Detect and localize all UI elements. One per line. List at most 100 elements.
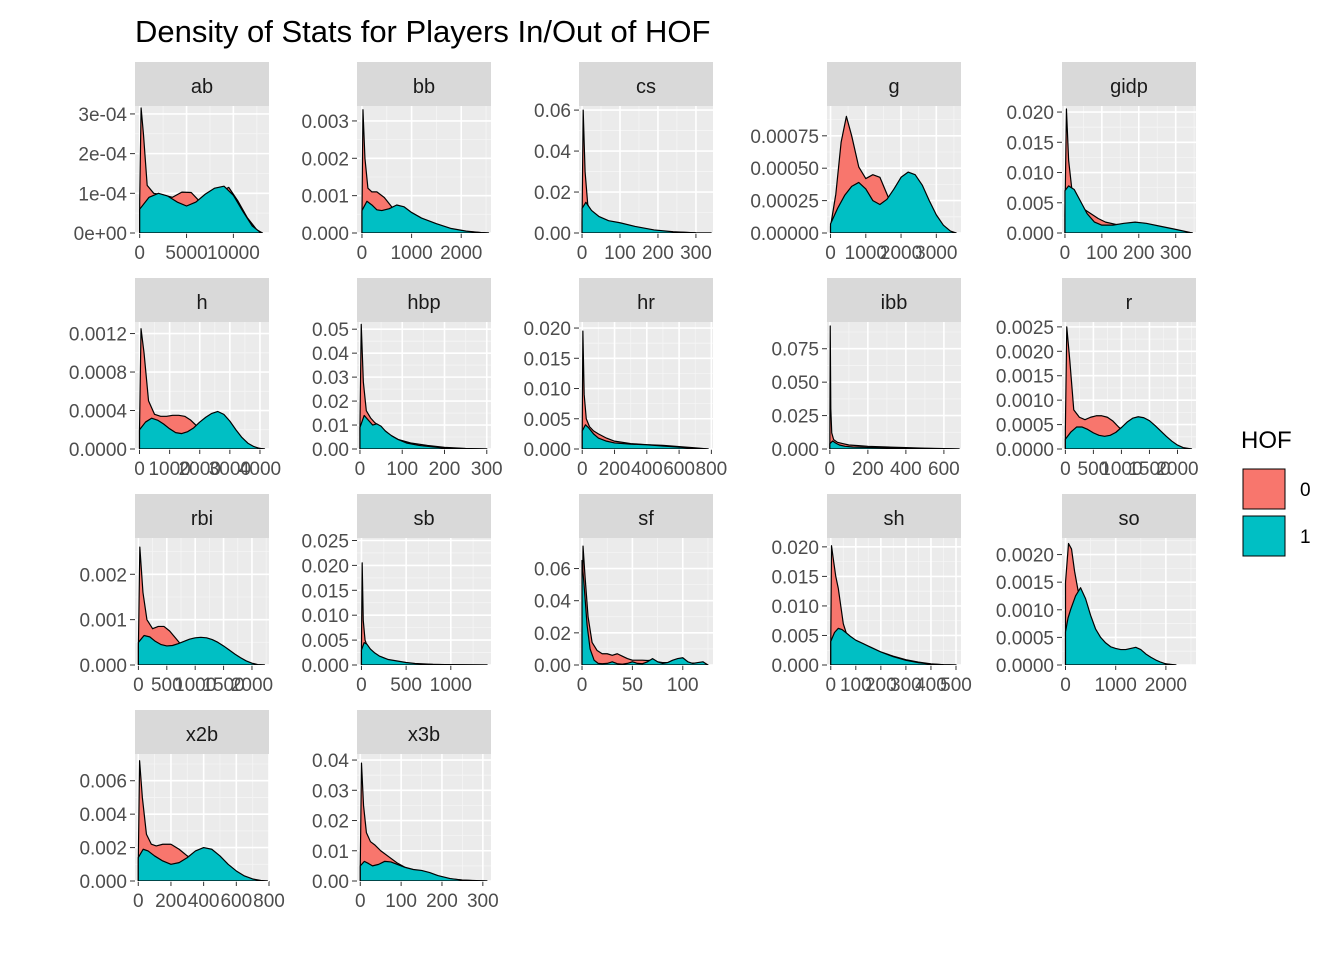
facet-x3b: x3b 0 100 200 300 0.00 0.01 0.02 0.03 0.04 bbox=[312, 710, 499, 912]
x-tick-label: 200 bbox=[1123, 243, 1155, 264]
density-area-hof-1 bbox=[360, 641, 488, 665]
facet-strip-label: cs bbox=[636, 76, 656, 98]
facet-strip-label: gidp bbox=[1110, 76, 1148, 98]
y-tick-label: 0.0020 bbox=[996, 546, 1054, 567]
x-tick-label: 1500 bbox=[1128, 459, 1170, 480]
x-tick-label: 50 bbox=[622, 675, 643, 696]
facet-strip-label: rbi bbox=[191, 508, 213, 530]
x-tick-label: 300 bbox=[467, 891, 499, 912]
x-tick-label: 0 bbox=[825, 243, 836, 264]
facet-strip bbox=[827, 62, 961, 106]
facet-strip bbox=[135, 494, 269, 538]
y-tick-label: 0.00 bbox=[534, 224, 571, 245]
y-tick-label: 0.050 bbox=[771, 373, 819, 394]
legend-label-0: 0 bbox=[1300, 480, 1311, 501]
y-tick-label: 0.020 bbox=[771, 538, 819, 559]
y-tick-label: 0.0005 bbox=[996, 628, 1054, 649]
x-tick-label: 0 bbox=[357, 243, 368, 264]
y-tick-label: 0.04 bbox=[312, 344, 349, 365]
x-tick-label: 100 bbox=[1086, 243, 1118, 264]
x-tick-label: 100 bbox=[385, 891, 417, 912]
x-tick-label: 0 bbox=[825, 459, 836, 480]
y-tick-label: 0.01 bbox=[312, 842, 349, 863]
x-tick-label: 0 bbox=[133, 675, 144, 696]
facet-strip-label: g bbox=[888, 76, 899, 98]
y-tick-label: 0.0010 bbox=[996, 391, 1054, 412]
facet-strip-label: sb bbox=[413, 508, 434, 530]
x-tick-label: 0 bbox=[133, 891, 144, 912]
facet-strip bbox=[135, 710, 269, 754]
x-tick-label: 400 bbox=[915, 675, 947, 696]
x-tick-label: 300 bbox=[890, 675, 922, 696]
x-tick-label: 2000 bbox=[179, 459, 221, 480]
x-tick-label: 800 bbox=[696, 459, 728, 480]
y-tick-label: 3e-04 bbox=[78, 105, 127, 126]
y-tick-label: 0.00 bbox=[312, 872, 349, 893]
y-tick-label: 0.025 bbox=[771, 407, 819, 428]
y-tick-label: 0.002 bbox=[301, 149, 349, 170]
facet-strip-label: x2b bbox=[186, 724, 218, 746]
x-tick-label: 0 bbox=[1060, 459, 1071, 480]
y-tick-label: 0.000 bbox=[523, 440, 571, 461]
density-area-hof-1 bbox=[1064, 416, 1193, 449]
y-tick-label: 0.0010 bbox=[996, 601, 1054, 622]
y-tick-label: 0.03 bbox=[312, 368, 349, 389]
facet-strip bbox=[827, 278, 961, 322]
facet-ab: ab 0 5000 10000 0e+00 1e-04 2e-04 3e-04 bbox=[74, 62, 269, 264]
facet-ibb: ibb 0 200 400 600 0.000 0.025 0.050 0.075 bbox=[771, 278, 961, 480]
x-tick-label: 1000 bbox=[1095, 675, 1137, 696]
facet-strip-label: h bbox=[196, 292, 207, 314]
y-tick-label: 0.005 bbox=[1006, 194, 1054, 215]
panel-background bbox=[579, 322, 713, 449]
y-tick-label: 0.06 bbox=[534, 101, 571, 122]
y-tick-label: 0.04 bbox=[534, 592, 571, 613]
y-tick-label: 0.002 bbox=[79, 839, 127, 860]
legend-title: HOF bbox=[1241, 427, 1292, 454]
x-tick-label: 600 bbox=[220, 891, 252, 912]
density-area-hof-1 bbox=[581, 559, 709, 665]
facet-strip bbox=[357, 710, 491, 754]
density-area-hof-1 bbox=[361, 200, 490, 233]
density-area-hof-1 bbox=[137, 634, 266, 665]
x-tick-label: 2000 bbox=[880, 243, 922, 264]
x-tick-label: 1000 bbox=[390, 243, 432, 264]
x-tick-label: 0 bbox=[577, 243, 588, 264]
y-tick-label: 0.00075 bbox=[750, 127, 819, 148]
y-tick-label: 0.02 bbox=[534, 624, 571, 645]
facet-strip bbox=[357, 62, 491, 106]
y-tick-label: 0.005 bbox=[771, 626, 819, 647]
y-tick-label: 0e+00 bbox=[74, 224, 127, 245]
x-tick-label: 0 bbox=[134, 459, 145, 480]
x-tick-label: 1000 bbox=[1100, 459, 1142, 480]
facet-strip-label: so bbox=[1118, 508, 1139, 530]
facet-strip-label: ab bbox=[191, 76, 213, 98]
y-tick-label: 0.001 bbox=[79, 611, 127, 632]
density-area-hof-1 bbox=[137, 846, 268, 881]
x-tick-label: 0 bbox=[577, 675, 588, 696]
x-tick-label: 100 bbox=[604, 243, 636, 264]
y-tick-label: 0.020 bbox=[301, 556, 349, 577]
x-tick-label: 0 bbox=[134, 243, 145, 264]
x-tick-label: 1000 bbox=[148, 459, 190, 480]
x-tick-label: 400 bbox=[188, 891, 220, 912]
facet-strip-label: bb bbox=[413, 76, 435, 98]
y-tick-label: 0.000 bbox=[79, 872, 127, 893]
facet-strip-label: x3b bbox=[408, 724, 440, 746]
y-tick-label: 0.02 bbox=[312, 392, 349, 413]
x-tick-label: 100 bbox=[386, 459, 418, 480]
x-tick-label: 500 bbox=[1078, 459, 1110, 480]
y-tick-label: 0.010 bbox=[771, 597, 819, 618]
x-tick-label: 200 bbox=[429, 459, 461, 480]
y-tick-label: 0.00025 bbox=[750, 192, 819, 213]
y-tick-label: 0.001 bbox=[301, 187, 349, 208]
y-tick-label: 0.04 bbox=[312, 751, 349, 772]
facet-x2b: x2b 0 200 400 600 800 0.000 0.002 0.004 0.006 bbox=[79, 710, 285, 912]
facet-strip-label: r bbox=[1126, 292, 1133, 314]
x-tick-label: 300 bbox=[680, 243, 712, 264]
y-tick-label: 0.000 bbox=[301, 224, 349, 245]
y-tick-label: 0.015 bbox=[301, 581, 349, 602]
density-area-hof-1 bbox=[829, 440, 960, 449]
